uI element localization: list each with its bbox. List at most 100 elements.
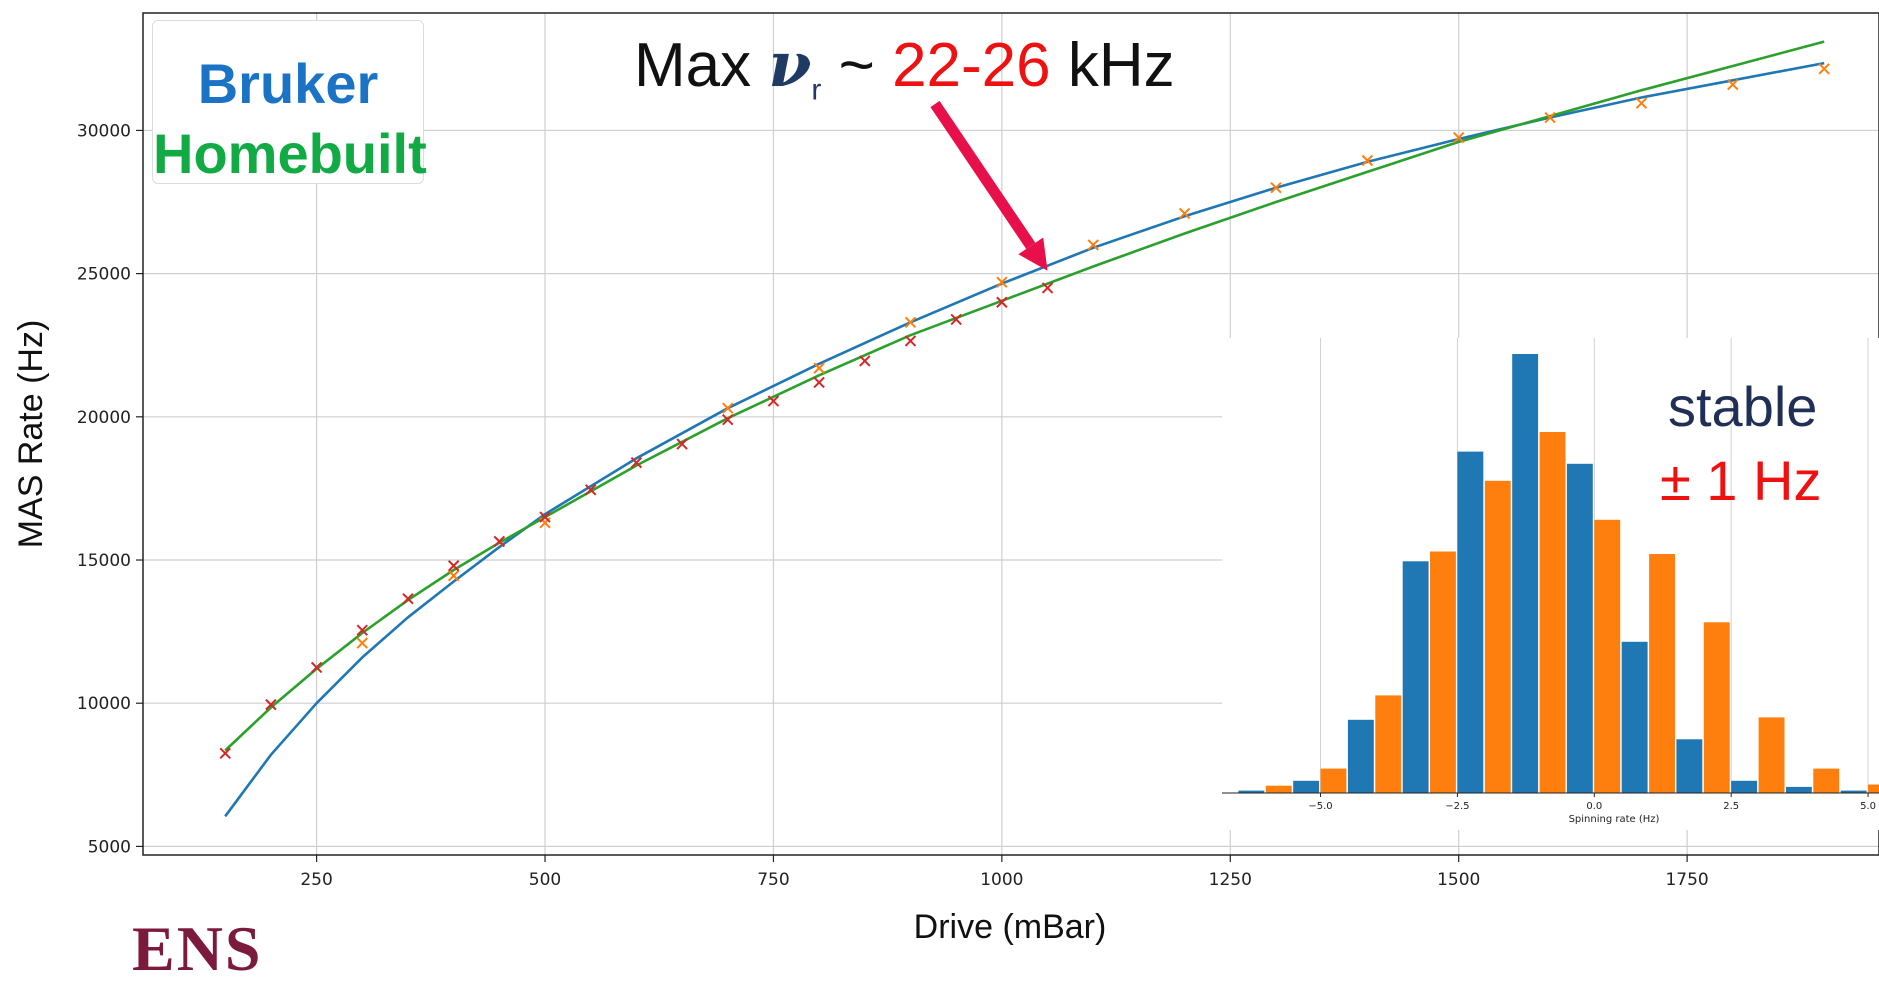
data-point-homebuilt	[859, 355, 871, 367]
data-point-homebuilt	[493, 535, 506, 548]
histogram-bar	[1676, 739, 1703, 793]
data-point-homebuilt	[402, 592, 414, 605]
inset-histogram-panel: −5.0 −2.5 0.0 2.5 5.0 Spinning rate (Hz)	[1222, 338, 1879, 830]
data-point-bruker	[722, 402, 734, 414]
data-point-bruker	[1818, 63, 1830, 75]
data-point-bruker	[356, 637, 368, 649]
y-tick-label: 5000	[88, 837, 131, 857]
histogram-bar	[1512, 354, 1539, 793]
nu-letter: ν	[768, 28, 812, 101]
histogram-bar	[1703, 622, 1730, 793]
x-tick-label: 500	[529, 870, 561, 890]
arrow-shaft	[930, 100, 1036, 249]
arrow-head	[1018, 237, 1048, 271]
histogram-bar	[1320, 768, 1347, 793]
legend: Bruker Homebuilt	[152, 20, 427, 185]
y-tick-label: 20000	[77, 408, 131, 428]
data-point-bruker	[447, 570, 460, 582]
data-point-bruker	[1270, 181, 1282, 194]
data-point-bruker	[1635, 97, 1648, 109]
histogram-bar	[1840, 790, 1867, 793]
x-tick-label: 1750	[1665, 870, 1708, 890]
x-axis-title: Drive (mBar)	[914, 908, 1107, 946]
histogram-bar	[1265, 785, 1292, 793]
data-point-homebuilt	[904, 335, 917, 347]
main-chart: 250 500 750 1000 1250 1500 1750 5000 10000 15000 2…	[12, 12, 1879, 946]
inset-tick-label: −5.0	[1308, 801, 1332, 812]
nu-subscript: r	[811, 73, 822, 107]
data-point-bruker	[813, 362, 825, 374]
annotation-range: 22-26	[892, 31, 1051, 100]
stable-label: stable	[1668, 375, 1818, 438]
data-point-homebuilt	[996, 296, 1008, 308]
histogram-bar	[1813, 768, 1840, 793]
stable-value: ± 1 Hz	[1660, 449, 1822, 512]
histogram-bar	[1484, 480, 1511, 793]
inset-histogram: −5.0 −2.5 0.0 2.5 5.0 Spinning rate (Hz)	[1222, 338, 1879, 825]
main-ticks: 250 500 750 1000 1250 1500 1750 5000 10000 15000 2…	[77, 121, 1709, 890]
annotation-tilde: ~	[821, 31, 893, 100]
x-tick-label: 1250	[1209, 870, 1252, 890]
max-rate-annotation: Max νr ~ 22-26 kHz	[634, 28, 1175, 107]
data-point-homebuilt	[265, 698, 277, 711]
data-point-homebuilt	[584, 484, 597, 496]
histogram-bar	[1539, 432, 1566, 793]
x-tick-label: 750	[757, 870, 789, 890]
fit-line-homebuilt-fit	[224, 40, 1825, 752]
y-tick-label: 25000	[77, 265, 131, 285]
inset-ticks: −5.0 −2.5 0.0 2.5 5.0	[1308, 793, 1876, 812]
y-tick-label: 15000	[77, 551, 131, 571]
histogram-bar	[1238, 790, 1265, 793]
plot-frame	[142, 12, 1879, 856]
histogram-bar	[1402, 561, 1429, 793]
histogram-bar	[1868, 784, 1879, 793]
data-point-bruker	[904, 316, 917, 329]
nu-symbol: νr	[768, 28, 821, 106]
histogram-bar	[1785, 786, 1812, 793]
inset-tick-label: 2.5	[1723, 801, 1739, 812]
data-point-bruker	[1453, 131, 1465, 144]
data-point-homebuilt	[1041, 282, 1054, 294]
data-point-bruker	[1361, 154, 1374, 167]
annotation-prefix: Max	[634, 31, 769, 100]
data-point-homebuilt	[950, 313, 962, 326]
data-point-bruker	[1544, 111, 1556, 124]
histogram-bar	[1758, 717, 1785, 793]
data-point-bruker	[1178, 207, 1191, 220]
histogram-bar	[1594, 519, 1621, 793]
x-tick-label: 1500	[1437, 870, 1480, 890]
y-tick-label: 10000	[77, 694, 131, 714]
data-point-homebuilt	[447, 560, 460, 572]
data-point-homebuilt	[219, 747, 231, 760]
y-axis-title: MAS Rate (Hz)	[12, 320, 50, 549]
histogram-bar	[1430, 551, 1456, 793]
annotation-arrow	[930, 100, 1048, 271]
data-point-homebuilt	[722, 413, 734, 426]
histogram-bar	[1649, 554, 1675, 793]
data-point-homebuilt	[813, 376, 825, 389]
histogram-bar	[1375, 695, 1402, 793]
x-tick-label: 1000	[980, 870, 1023, 890]
ens-logo: ENS	[132, 913, 263, 984]
y-tick-label: 30000	[77, 121, 131, 141]
annotation-unit: kHz	[1050, 31, 1175, 100]
histogram-bar	[1457, 451, 1484, 793]
inset-tick-label: 5.0	[1860, 801, 1876, 812]
legend-homebuilt: Homebuilt	[153, 122, 427, 185]
data-point-bruker	[996, 276, 1008, 288]
data-point-homebuilt	[676, 438, 688, 450]
histogram-bar	[1347, 719, 1374, 793]
data-point-homebuilt	[767, 395, 780, 407]
data-point-homebuilt	[539, 511, 551, 523]
main-fit-lines	[224, 40, 1825, 818]
main-markers	[219, 63, 1830, 760]
histogram-bar	[1731, 780, 1758, 793]
inset-tick-label: 0.0	[1586, 801, 1602, 812]
inset-x-axis-title: Spinning rate (Hz)	[1569, 814, 1660, 825]
data-point-bruker	[1087, 239, 1099, 251]
inset-tick-label: −2.5	[1445, 801, 1469, 812]
data-point-homebuilt	[630, 456, 643, 469]
data-point-homebuilt	[356, 624, 368, 636]
x-tick-label: 250	[300, 870, 332, 890]
data-point-homebuilt	[310, 661, 323, 674]
